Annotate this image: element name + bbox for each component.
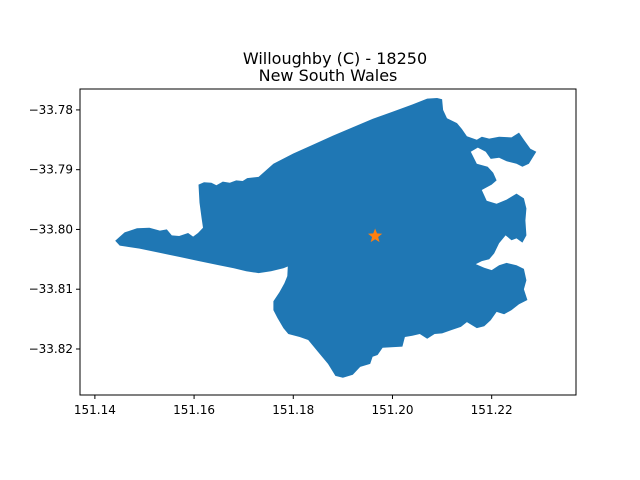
y-tick-label: −33.82 bbox=[29, 342, 73, 356]
y-tick-label: −33.81 bbox=[29, 282, 73, 296]
chart-title-line-2: New South Wales bbox=[259, 66, 398, 85]
y-tick-label: −33.79 bbox=[29, 163, 73, 177]
x-tick-label: 151.22 bbox=[471, 403, 513, 417]
x-tick-label: 151.14 bbox=[74, 403, 116, 417]
y-axis: −33.78 −33.79 −33.80 −33.81 −33.82 bbox=[29, 103, 80, 356]
x-tick-label: 151.18 bbox=[272, 403, 314, 417]
plot-area bbox=[115, 98, 537, 378]
lga-region-shape bbox=[115, 98, 537, 378]
x-tick-label: 151.20 bbox=[371, 403, 413, 417]
chart-title-line-1: Willoughby (C) - 18250 bbox=[243, 49, 427, 68]
axes-frame bbox=[79, 88, 577, 396]
y-tick-label: −33.80 bbox=[29, 222, 73, 236]
x-tick-label: 151.16 bbox=[173, 403, 215, 417]
x-axis: 151.14 151.16 151.18 151.20 151.22 bbox=[74, 395, 513, 417]
centroid-star-marker bbox=[367, 228, 383, 243]
y-tick-label: −33.78 bbox=[29, 103, 73, 117]
